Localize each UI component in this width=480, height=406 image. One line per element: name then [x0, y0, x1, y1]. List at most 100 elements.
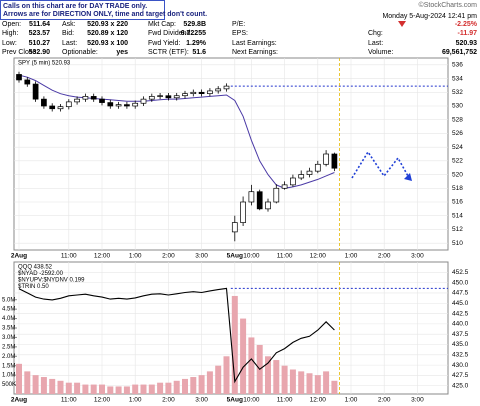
volume-bar — [165, 382, 172, 394]
volume-bar — [157, 382, 164, 394]
volume-bar — [74, 382, 81, 394]
candle-body — [32, 83, 39, 100]
quote-label: EPS: — [232, 30, 248, 37]
candle-body — [265, 201, 271, 210]
volume-bar — [148, 384, 155, 394]
legend-entry: $TRIN 0.50 — [18, 284, 49, 290]
x-tick-label: 12:00 — [310, 253, 327, 260]
legend-entry: $NYUPV:$NYDNV 0.199 — [18, 278, 85, 284]
candle-body — [140, 98, 147, 104]
candle-body — [90, 96, 97, 100]
quote-value: 520.93 x 100 — [87, 40, 128, 47]
candle-body — [132, 102, 139, 107]
x-tick-label: 2:00 — [162, 253, 175, 260]
volume-bar — [248, 337, 255, 394]
y-tick-label: 447.5 — [452, 290, 469, 297]
x-tick-label: 2Aug — [11, 397, 27, 404]
quote-value: 520.93 — [456, 40, 478, 47]
x-tick-label: 2:00 — [378, 253, 391, 260]
y-tick-label: 427.5 — [452, 372, 469, 379]
volume-bar — [265, 356, 271, 394]
notice-box — [0, 0, 165, 20]
candle-body — [298, 174, 305, 179]
y-tick-label: 516 — [452, 199, 463, 206]
quote-label: Open: — [2, 21, 21, 28]
quote-value: 6.72255 — [181, 30, 206, 37]
volume-bar — [289, 369, 296, 394]
volume-bar — [182, 378, 188, 394]
volume-bar — [82, 384, 89, 394]
candle-body — [273, 187, 280, 203]
y-tick-label: 528 — [452, 116, 463, 123]
candle-body — [107, 102, 114, 107]
x-tick-label: 3:00 — [195, 397, 208, 404]
quote-label: Bid: — [62, 30, 74, 37]
volume-bar — [115, 386, 122, 394]
candle-body — [314, 163, 321, 172]
volume-bar — [306, 373, 313, 394]
down-triangle — [398, 21, 406, 27]
direction-arrow — [351, 150, 409, 179]
x-tick-label: 11:00 — [277, 397, 293, 404]
candle-body — [49, 105, 56, 110]
x-tick-label: 12:00 — [94, 253, 111, 260]
volume-bar — [273, 360, 280, 394]
quote-label: Optionable: — [62, 49, 98, 56]
x-tick-label: 12:00 — [94, 397, 111, 404]
volume-bar — [65, 382, 72, 394]
price-line — [18, 287, 335, 384]
candle-body — [190, 91, 197, 95]
candle-body — [331, 153, 338, 169]
candle-body — [198, 91, 205, 95]
y-tick-label: 435.0 — [452, 341, 469, 348]
candle-body — [215, 88, 222, 92]
candle-body — [41, 98, 47, 107]
x-tick-label: 1:00 — [345, 253, 358, 260]
y-tick-label: 445.0 — [452, 300, 469, 307]
quote-label: Chg: — [368, 30, 383, 37]
y-tick-label: 520 — [452, 171, 463, 178]
quote-value: yes — [116, 49, 128, 56]
y-tick-label: 526 — [452, 130, 463, 137]
candle-body — [290, 177, 296, 186]
y-tick-label: 442.5 — [452, 310, 469, 317]
quote-label: Last Earnings: — [232, 40, 277, 47]
x-tick-label: 10:00 — [243, 253, 260, 260]
legend-entry: QQQ 438.52 — [18, 265, 53, 271]
quote-label: High: — [2, 30, 18, 37]
volume-bar — [206, 371, 213, 394]
quote-label: Last: — [368, 40, 383, 47]
quote-value: 511.64 — [29, 21, 50, 28]
x-tick-label: 10:00 — [243, 397, 260, 404]
volume-bar — [32, 375, 39, 394]
x-tick-label: 2:00 — [378, 397, 391, 404]
candle-body — [74, 98, 80, 103]
y-tick-label: 514 — [452, 212, 463, 219]
plot-area — [13, 57, 449, 251]
candle-body — [223, 85, 230, 90]
candle-body — [248, 191, 255, 203]
volume-bar — [298, 371, 305, 394]
volume-bar — [223, 356, 230, 394]
volume-bar — [123, 386, 130, 394]
candle-body — [207, 90, 213, 95]
quote-label: Mkt Cap: — [148, 21, 176, 28]
volume-bar — [99, 384, 105, 394]
x-tick-label: 2Aug — [11, 253, 27, 260]
candle-body — [148, 96, 155, 100]
quote-value: 510.27 — [29, 40, 51, 47]
qqq-panel: 425.0 427.5 430.0 432.5 435.0 437.5 440.0 442.5… — [2, 261, 469, 404]
y-tick-label: 518 — [452, 185, 463, 192]
notice: Calls on this chart are for DAY TRADE on… — [3, 3, 147, 10]
price-panel: 510 512 514 516 518 520 522 524 526 528 530 532 534 5… — [11, 57, 463, 260]
quote-label: Fwd Dividend: — [148, 30, 192, 37]
candle-body — [99, 98, 105, 103]
quote-label: Next Earnings: — [232, 49, 278, 56]
volume-bar — [281, 365, 288, 394]
volume-bar — [57, 380, 64, 394]
quote-label: Last: — [62, 40, 77, 47]
x-tick-label: 3:00 — [411, 253, 424, 260]
volume-bar — [40, 377, 47, 394]
candle-body — [124, 104, 130, 107]
